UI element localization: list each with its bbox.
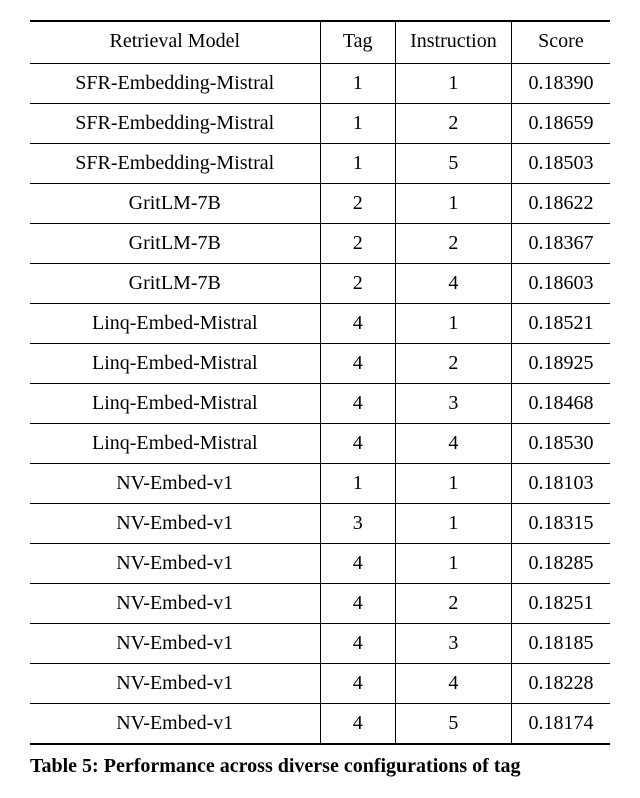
table-body: SFR-Embedding-Mistral110.18390SFR-Embedd… (30, 64, 610, 745)
cell-score: 0.18530 (511, 424, 610, 464)
table-row: Linq-Embed-Mistral410.18521 (30, 304, 610, 344)
cell-tag: 1 (320, 64, 395, 104)
cell-model: NV-Embed-v1 (30, 544, 320, 584)
cell-model: SFR-Embedding-Mistral (30, 64, 320, 104)
cell-instruction: 1 (395, 544, 511, 584)
cell-model: Linq-Embed-Mistral (30, 384, 320, 424)
table-row: Linq-Embed-Mistral430.18468 (30, 384, 610, 424)
cell-tag: 4 (320, 704, 395, 745)
cell-instruction: 1 (395, 504, 511, 544)
table-row: Linq-Embed-Mistral420.18925 (30, 344, 610, 384)
cell-tag: 1 (320, 104, 395, 144)
cell-model: GritLM-7B (30, 184, 320, 224)
cell-model: NV-Embed-v1 (30, 504, 320, 544)
cell-tag: 4 (320, 304, 395, 344)
table-row: NV-Embed-v1310.18315 (30, 504, 610, 544)
cell-score: 0.18603 (511, 264, 610, 304)
cell-tag: 4 (320, 544, 395, 584)
table-row: NV-Embed-v1450.18174 (30, 704, 610, 745)
cell-model: SFR-Embedding-Mistral (30, 104, 320, 144)
cell-instruction: 5 (395, 704, 511, 745)
col-header-score: Score (511, 21, 610, 64)
cell-tag: 1 (320, 144, 395, 184)
cell-model: GritLM-7B (30, 264, 320, 304)
cell-instruction: 2 (395, 584, 511, 624)
cell-score: 0.18659 (511, 104, 610, 144)
table-row: NV-Embed-v1110.18103 (30, 464, 610, 504)
table-row: SFR-Embedding-Mistral150.18503 (30, 144, 610, 184)
cell-model: GritLM-7B (30, 224, 320, 264)
col-header-instruction: Instruction (395, 21, 511, 64)
cell-tag: 4 (320, 664, 395, 704)
cell-model: NV-Embed-v1 (30, 664, 320, 704)
cell-instruction: 3 (395, 384, 511, 424)
cell-instruction: 2 (395, 104, 511, 144)
cell-instruction: 2 (395, 344, 511, 384)
table-header-row: Retrieval Model Tag Instruction Score (30, 21, 610, 64)
cell-score: 0.18251 (511, 584, 610, 624)
cell-score: 0.18228 (511, 664, 610, 704)
table-row: Linq-Embed-Mistral440.18530 (30, 424, 610, 464)
cell-tag: 1 (320, 464, 395, 504)
table-row: NV-Embed-v1440.18228 (30, 664, 610, 704)
cell-tag: 4 (320, 384, 395, 424)
cell-model: Linq-Embed-Mistral (30, 304, 320, 344)
cell-score: 0.18285 (511, 544, 610, 584)
cell-instruction: 2 (395, 224, 511, 264)
cell-model: Linq-Embed-Mistral (30, 424, 320, 464)
cell-model: NV-Embed-v1 (30, 704, 320, 745)
cell-instruction: 4 (395, 424, 511, 464)
cell-instruction: 1 (395, 304, 511, 344)
cell-score: 0.18185 (511, 624, 610, 664)
cell-score: 0.18468 (511, 384, 610, 424)
col-header-tag: Tag (320, 21, 395, 64)
table-row: SFR-Embedding-Mistral110.18390 (30, 64, 610, 104)
cell-model: SFR-Embedding-Mistral (30, 144, 320, 184)
table-row: NV-Embed-v1410.18285 (30, 544, 610, 584)
table-row: GritLM-7B210.18622 (30, 184, 610, 224)
cell-instruction: 4 (395, 664, 511, 704)
results-table: Retrieval Model Tag Instruction Score SF… (30, 20, 610, 745)
cell-score: 0.18503 (511, 144, 610, 184)
cell-instruction: 4 (395, 264, 511, 304)
cell-score: 0.18521 (511, 304, 610, 344)
cell-tag: 4 (320, 344, 395, 384)
cell-tag: 4 (320, 624, 395, 664)
cell-tag: 3 (320, 504, 395, 544)
cell-score: 0.18925 (511, 344, 610, 384)
col-header-model: Retrieval Model (30, 21, 320, 64)
table-row: SFR-Embedding-Mistral120.18659 (30, 104, 610, 144)
cell-instruction: 1 (395, 184, 511, 224)
cell-score: 0.18367 (511, 224, 610, 264)
cell-model: Linq-Embed-Mistral (30, 344, 320, 384)
cell-instruction: 1 (395, 464, 511, 504)
cell-score: 0.18174 (511, 704, 610, 745)
cell-tag: 4 (320, 584, 395, 624)
cell-score: 0.18390 (511, 64, 610, 104)
table-row: GritLM-7B220.18367 (30, 224, 610, 264)
cell-tag: 4 (320, 424, 395, 464)
table-row: NV-Embed-v1420.18251 (30, 584, 610, 624)
cell-score: 0.18315 (511, 504, 610, 544)
table-row: GritLM-7B240.18603 (30, 264, 610, 304)
cell-instruction: 1 (395, 64, 511, 104)
table-caption: Table 5: Performance across diverse conf… (30, 755, 610, 778)
cell-score: 0.18103 (511, 464, 610, 504)
cell-model: NV-Embed-v1 (30, 624, 320, 664)
cell-tag: 2 (320, 184, 395, 224)
cell-instruction: 5 (395, 144, 511, 184)
table-header: Retrieval Model Tag Instruction Score (30, 21, 610, 64)
cell-model: NV-Embed-v1 (30, 584, 320, 624)
cell-score: 0.18622 (511, 184, 610, 224)
cell-tag: 2 (320, 264, 395, 304)
cell-tag: 2 (320, 224, 395, 264)
cell-instruction: 3 (395, 624, 511, 664)
cell-model: NV-Embed-v1 (30, 464, 320, 504)
table-row: NV-Embed-v1430.18185 (30, 624, 610, 664)
results-table-container: Retrieval Model Tag Instruction Score SF… (30, 20, 610, 778)
